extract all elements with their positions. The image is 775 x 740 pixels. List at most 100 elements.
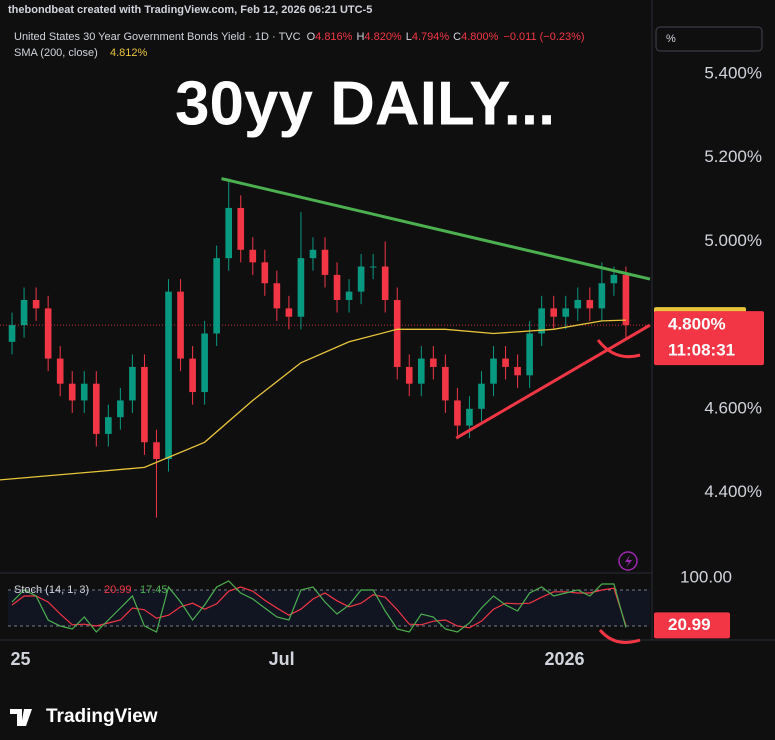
candle-body: [526, 333, 533, 376]
ohlc-key: O: [307, 31, 316, 43]
symbol: United States 30 Year Government Bonds Y…: [14, 31, 301, 43]
candle-body: [321, 249, 329, 275]
candle-body: [369, 266, 377, 268]
alert-bolt: [625, 555, 632, 568]
candle-body: [285, 308, 293, 317]
logo: [10, 709, 32, 726]
candle-body: [478, 383, 485, 409]
stoch-tag-label: 20.99: [668, 615, 711, 634]
annotation-curve: [598, 628, 641, 644]
trendline: [455, 323, 651, 440]
change: −0.011 (−0.23%): [503, 31, 584, 43]
candle-body: [550, 308, 558, 317]
ohlc-value: 4.800%: [461, 31, 499, 43]
candle-body: [405, 366, 413, 384]
candle-body: [165, 291, 172, 460]
y-tick-label: 5.200%: [704, 147, 762, 166]
sma-line: [0, 319, 626, 481]
candle-body: [105, 417, 112, 434]
candle-body: [454, 400, 461, 426]
logo-mark: [10, 709, 32, 726]
unit-button[interactable]: [655, 26, 763, 52]
candle-body: [56, 358, 64, 384]
candle-body: [225, 207, 233, 259]
candle-body: [417, 358, 425, 384]
annotation-curve: [596, 339, 641, 359]
ohlc-value: 4.820%: [364, 31, 402, 43]
price-pane: [0, 178, 650, 518]
candle-body: [201, 333, 208, 393]
candle-body: [153, 442, 160, 460]
candle-body: [574, 300, 582, 309]
candle-body: [345, 291, 353, 300]
credit: thebondbeat created with TradingView.com…: [8, 4, 372, 16]
y-tick-label: 5.400%: [704, 64, 762, 83]
x-tick-label: 25: [10, 649, 30, 669]
sma-legend: SMA (200, close): [14, 47, 98, 59]
candle-body: [92, 383, 100, 434]
ohlc-key: H: [356, 31, 364, 43]
candle-body: [8, 325, 16, 342]
candle-body: [273, 283, 281, 309]
candle-body: [393, 300, 401, 367]
stoch-tag: [654, 612, 730, 639]
trendline: [221, 177, 651, 281]
candle-body: [261, 262, 269, 284]
y-tick-label: 4.600%: [704, 398, 762, 417]
candle-body: [32, 300, 40, 309]
stoch-legend: Stoch (14, 1, 3): [14, 584, 89, 596]
candle-body: [610, 274, 618, 284]
candle-body: [189, 358, 196, 393]
candle-body: [213, 258, 220, 334]
candle-body: [68, 383, 76, 401]
unit-label[interactable]: %: [666, 33, 676, 45]
last-price-tag: [654, 311, 764, 366]
candle-body: [117, 400, 124, 418]
candle-body: [490, 358, 497, 384]
candle-body: [129, 366, 136, 401]
ohlc-key: C: [453, 31, 461, 43]
candle-body: [622, 274, 630, 326]
ohlc-value: 4.794%: [412, 31, 450, 43]
candle-body: [442, 366, 449, 401]
candle-body: [297, 258, 305, 317]
stoch-legend-value: 20.99: [104, 584, 132, 596]
candle-body: [333, 274, 341, 300]
x-tick-label: Jul: [269, 649, 295, 669]
stoch-line: [11, 580, 627, 633]
candle-body: [562, 308, 570, 317]
last-price-label: 4.800%: [668, 315, 726, 334]
candle-body: [502, 358, 509, 367]
candle-body: [538, 308, 545, 334]
candle-body: [381, 266, 389, 300]
candle-body: [80, 383, 88, 401]
x-tick-label: 2026: [545, 649, 585, 669]
candle-body: [20, 300, 28, 326]
chart-title: 30yy DAILY...: [175, 69, 555, 138]
y-tick-label: 4.400%: [704, 482, 762, 501]
y-tick-label: 5.000%: [704, 231, 762, 250]
countdown: 11:08:31: [668, 341, 735, 360]
candle-body: [177, 291, 184, 359]
ohlc-key: L: [406, 31, 412, 43]
candle-body: [586, 300, 594, 309]
legend-line: United States 30 Year Government Bonds Y…: [14, 31, 585, 43]
alert-icon[interactable]: [618, 551, 638, 571]
stoch-line: [11, 586, 627, 629]
candle-body: [598, 283, 606, 309]
candle-body: [514, 366, 521, 376]
candle-body: [466, 408, 473, 426]
candle-body: [430, 358, 437, 367]
candle-body: [44, 308, 52, 359]
stoch-legend-value: 17.45: [140, 584, 168, 596]
sma-legend-value: 4.812%: [110, 47, 148, 59]
candle-body: [141, 366, 148, 443]
stoch-tick-label: 100.00: [680, 567, 732, 586]
logo-text: TradingView: [46, 706, 158, 727]
candle-body: [237, 207, 245, 250]
candle-body: [249, 249, 257, 263]
candle-body: [357, 266, 365, 292]
ohlc-value: 4.816%: [315, 31, 353, 43]
